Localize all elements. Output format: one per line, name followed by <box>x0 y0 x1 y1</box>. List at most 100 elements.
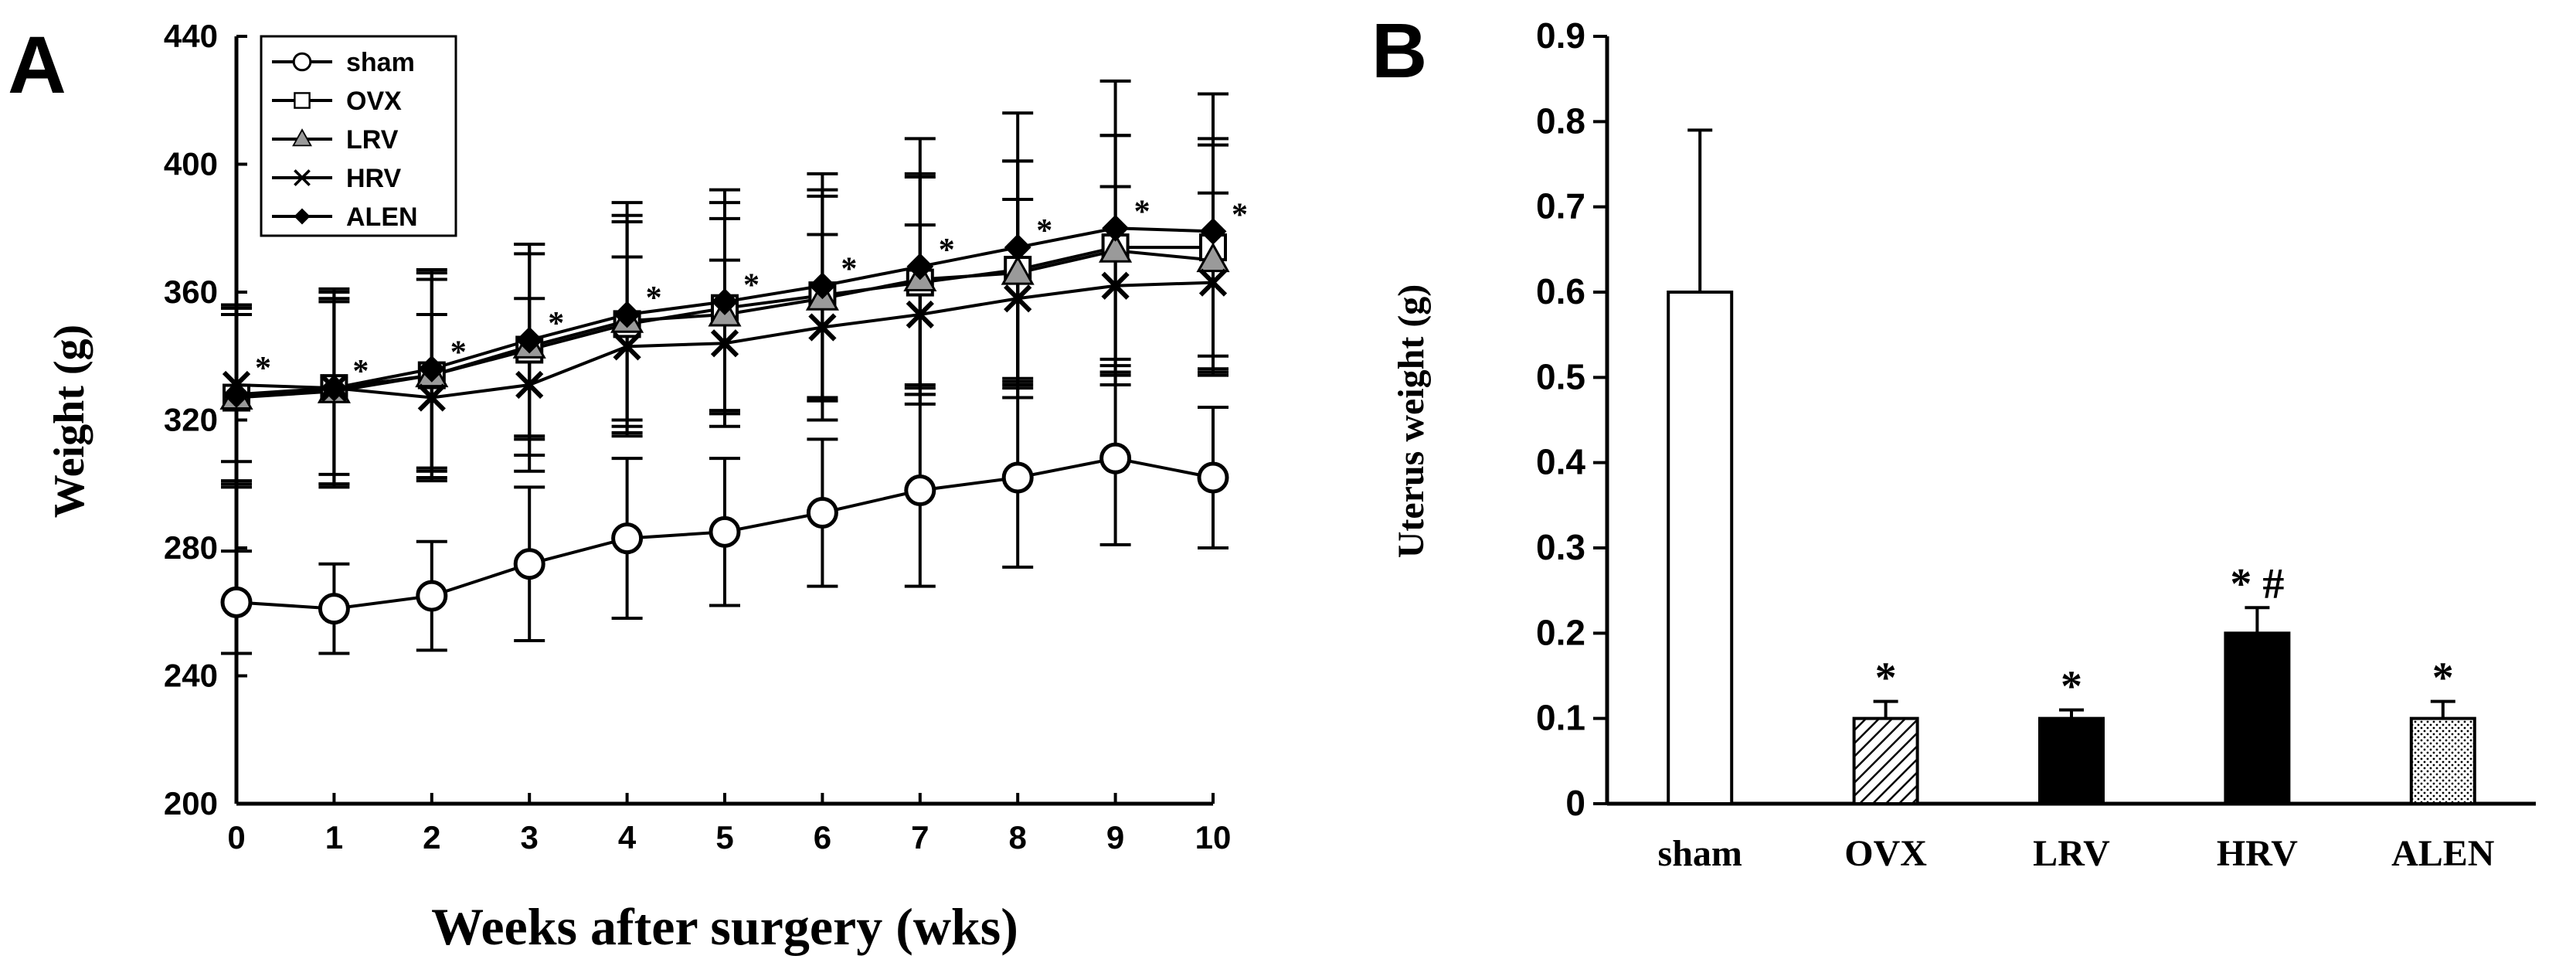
data-point-alen <box>418 355 446 383</box>
a-y-tick-label: 280 <box>164 529 218 566</box>
data-point-hrv <box>417 383 446 412</box>
data-point-lrv <box>1099 233 1133 263</box>
a-x-tick-label: 8 <box>1009 819 1027 855</box>
panel-b-y-axis-title: Uterus weight (g) <box>1391 284 1432 559</box>
data-point-hrv <box>613 332 641 361</box>
significance-star: * <box>939 233 955 268</box>
a-y-tick-label: 400 <box>164 146 218 182</box>
significance-star: * <box>450 335 467 370</box>
data-point-hrv <box>906 300 934 329</box>
data-point-hrv <box>808 313 837 342</box>
data-point-hrv <box>710 329 739 358</box>
data-point-hrv <box>1004 284 1032 313</box>
data-point-sham <box>513 548 545 580</box>
significance-star: * <box>1232 197 1248 233</box>
legend-marker-sham <box>292 52 312 72</box>
error-bar-hrv <box>2245 606 2270 634</box>
a-x-tick-label: 9 <box>1106 819 1124 855</box>
data-point-lrv <box>1196 242 1230 273</box>
panel-a-legend: sham OVX LRV HRV ALEN <box>260 35 457 237</box>
bar-sham <box>1667 291 1734 805</box>
data-point-sham <box>806 496 838 529</box>
a-y-tick-label: 240 <box>164 658 218 694</box>
legend-marker-ovx <box>294 92 311 109</box>
error-bar-alen <box>2430 699 2455 719</box>
a-x-tick-label: 4 <box>618 819 637 855</box>
bar-ovx <box>1852 716 1919 806</box>
legend-label-sham: sham <box>346 48 415 77</box>
error-bar-ovx <box>1873 699 1898 719</box>
data-point-alen <box>808 272 836 300</box>
legend-label-hrv: HRV <box>346 164 401 193</box>
b-y-tick-label: 0.1 <box>1536 698 1585 738</box>
b-y-tick-label: 0 <box>1565 783 1585 823</box>
data-point-alen <box>320 374 348 402</box>
legend-box <box>260 35 457 237</box>
data-point-hrv <box>515 370 544 400</box>
data-point-alen <box>711 287 739 315</box>
bar-alen <box>2409 716 2476 806</box>
b-y-tick-label: 0.3 <box>1536 527 1585 567</box>
bar-annotation-ovx: * <box>1875 655 1897 702</box>
a-x-tick-label: 5 <box>715 819 733 855</box>
legend-marker-lrv <box>292 128 312 147</box>
significance-star: * <box>548 306 564 342</box>
a-y-tick-label: 320 <box>164 402 218 438</box>
b-y-tick-label: 0.7 <box>1536 186 1585 226</box>
error-bar-sham <box>1687 128 1713 292</box>
data-point-alen <box>613 301 641 328</box>
bar-annotation-alen: * <box>2432 655 2454 702</box>
bar-annotation-lrv: * <box>2061 663 2082 711</box>
b-y-tick-label: 0.9 <box>1536 15 1585 56</box>
data-point-alen <box>906 253 934 281</box>
a-x-tick-label: 0 <box>227 819 245 855</box>
a-y-tick-label: 200 <box>164 785 218 821</box>
significance-star: * <box>1134 194 1150 230</box>
bar-lrv <box>2038 716 2105 806</box>
data-point-sham <box>1197 461 1229 494</box>
panel-a-line-chart: A 200 240 280 320 360 400 440 0 1 2 3 4 5 6 7 8 9 10 Wei… <box>8 18 1248 956</box>
a-x-tick-label: 3 <box>521 819 539 855</box>
data-point-sham <box>611 522 644 555</box>
significance-star: * <box>352 354 369 389</box>
bar-category-label: LRV <box>2033 833 2110 874</box>
a-x-tick-label: 10 <box>1195 819 1232 855</box>
a-x-tick-label: 2 <box>423 819 440 855</box>
data-point-lrv <box>1001 255 1035 285</box>
panel-a-x-axis-title: Weeks after surgery (wks) <box>431 897 1018 956</box>
data-point-sham <box>904 474 936 507</box>
legend-label-ovx: OVX <box>346 87 402 116</box>
panel-b-label: B <box>1371 8 1427 94</box>
significance-star: * <box>255 351 271 386</box>
significance-star: * <box>743 267 760 303</box>
b-y-tick-label: 0.4 <box>1536 442 1585 482</box>
legend-marker-alen <box>294 208 311 225</box>
significance-star: * <box>1036 213 1052 249</box>
data-point-alen <box>515 326 543 354</box>
significance-star: * <box>841 252 857 287</box>
a-y-tick-label: 360 <box>164 274 218 310</box>
bar-category-label: ALEN <box>2391 833 2495 874</box>
data-point-sham <box>416 580 448 612</box>
error-bar-lrv <box>2059 708 2084 719</box>
data-point-sham <box>220 586 253 618</box>
a-x-tick-label: 1 <box>325 819 343 855</box>
b-y-tick-label: 0.5 <box>1536 356 1585 396</box>
legend-label-lrv: LRV <box>346 125 399 155</box>
bar-annotation-hrv: * # <box>2230 560 2284 608</box>
bar-category-label: sham <box>1658 833 1742 874</box>
data-point-sham <box>1099 442 1132 474</box>
data-point-alen <box>1199 217 1227 245</box>
bar-category-label: HRV <box>2217 833 2298 874</box>
a-x-tick-label: 7 <box>911 819 929 855</box>
data-point-sham <box>318 593 350 625</box>
a-x-tick-label: 6 <box>814 819 831 855</box>
significance-star: * <box>646 281 662 316</box>
data-point-hrv <box>1198 268 1228 297</box>
bar-hrv <box>2224 631 2291 805</box>
b-y-tick-label: 0.8 <box>1536 100 1585 141</box>
data-point-alen <box>1004 233 1031 261</box>
data-point-alen <box>1102 214 1130 242</box>
bar-category-label: OVX <box>1844 833 1927 874</box>
